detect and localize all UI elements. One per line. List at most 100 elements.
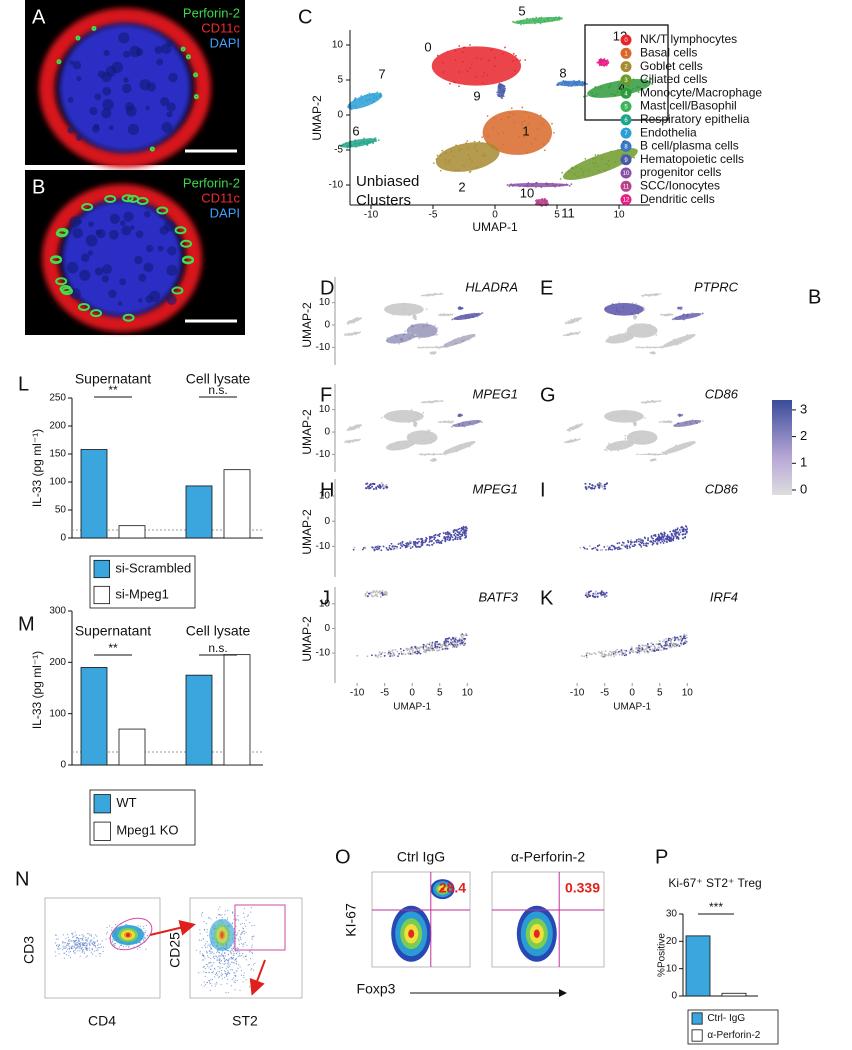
event-dot — [93, 950, 95, 952]
event-dot — [62, 941, 64, 943]
cell-dot — [685, 314, 688, 317]
cell-dot — [527, 181, 530, 184]
cluster-number: 6 — [352, 123, 359, 138]
cell-dot — [365, 487, 368, 490]
cluster-number: 10 — [520, 185, 534, 200]
cell-dot — [602, 591, 605, 594]
event-dot — [70, 940, 72, 942]
cell-dot — [434, 642, 437, 645]
event-dot — [88, 947, 90, 949]
event-dot — [242, 981, 244, 983]
cell-dot — [425, 646, 428, 649]
cell-dot — [380, 549, 383, 552]
cell-dot — [649, 294, 651, 297]
cell-dot — [626, 547, 629, 550]
cell-dot — [410, 324, 413, 326]
cell-dot — [546, 17, 549, 20]
cell-dot — [457, 71, 460, 73]
cell-dot — [448, 82, 451, 85]
cell-dot — [574, 332, 577, 335]
event-dot — [224, 971, 227, 973]
panel-letter: L — [18, 373, 29, 395]
event-dot — [204, 983, 207, 986]
y-tick-label: 0 — [60, 760, 66, 771]
y-tick-label: 10 — [332, 40, 344, 51]
cell-dot — [345, 142, 347, 144]
cell-dot — [371, 595, 374, 598]
event-dot — [68, 943, 70, 945]
cell-dot — [659, 400, 662, 403]
event-dot — [58, 953, 60, 955]
cell-dot — [679, 414, 682, 417]
event-dot — [223, 970, 225, 972]
cell-dot — [464, 317, 467, 319]
cell-dot — [522, 135, 525, 138]
cell-dot — [647, 644, 649, 647]
cell-dot — [375, 548, 378, 550]
y-tick-label: 0 — [324, 427, 330, 438]
cell-dot — [544, 199, 547, 202]
cell-dot — [391, 654, 394, 657]
cell-dot — [631, 541, 633, 544]
cell-dot — [538, 17, 541, 19]
cell-dot — [454, 640, 457, 643]
cell-dot — [454, 59, 457, 62]
cell-dot — [446, 538, 449, 541]
cell-dot — [364, 94, 366, 97]
cell-dot — [399, 418, 402, 421]
cell-dot — [456, 538, 459, 541]
cell-dot — [453, 534, 456, 537]
event-dot — [224, 962, 227, 964]
cell-dot — [459, 535, 462, 538]
cell-dot — [646, 647, 649, 650]
cell-dot — [447, 640, 450, 643]
cell-dot — [627, 541, 630, 544]
event-dot — [91, 942, 93, 944]
cell-dot — [632, 421, 635, 424]
cell-dot — [679, 316, 682, 318]
event-dot — [94, 934, 97, 936]
cluster — [673, 313, 702, 320]
y-tick-label: 50 — [55, 505, 67, 516]
cell-dot — [506, 184, 509, 186]
cell-dot — [635, 415, 638, 418]
event-dot — [239, 937, 242, 939]
cell-dot — [667, 639, 670, 642]
legend-dot — [620, 101, 632, 112]
event-dot — [219, 966, 221, 969]
nucleus-texture — [81, 253, 90, 262]
y-axis-label: CD25 — [167, 932, 183, 968]
cell-dot — [620, 548, 623, 550]
event-dot — [251, 936, 253, 938]
cell-dot — [671, 534, 674, 537]
cell-dot — [351, 334, 353, 336]
cell-dot — [601, 548, 604, 551]
event-dot — [73, 941, 75, 943]
cell-dot — [629, 546, 631, 549]
cell-dot — [457, 536, 459, 539]
cluster — [442, 334, 476, 348]
cell-dot — [636, 307, 639, 310]
cell-dot — [418, 337, 421, 340]
event-dot — [145, 930, 147, 932]
cell-dot — [679, 413, 681, 416]
y-tick-label: 100 — [49, 477, 66, 488]
cell-dot — [585, 592, 588, 595]
cell-dot — [589, 590, 592, 593]
cell-dot — [368, 92, 371, 95]
cell-dot — [417, 538, 420, 541]
cluster-number: 4 — [618, 79, 625, 94]
cell-dot — [638, 646, 641, 649]
event-dot — [214, 973, 217, 976]
cell-dot — [676, 422, 679, 425]
cell-dot — [651, 541, 654, 544]
y-tick-label: 200 — [49, 421, 66, 432]
cell-dot — [463, 639, 466, 642]
y-tick-label: 100 — [49, 708, 66, 719]
cell-dot — [614, 442, 616, 445]
event-dot — [211, 952, 213, 954]
cell-dot — [392, 313, 395, 316]
cell-dot — [520, 123, 523, 126]
cell-dot — [604, 487, 607, 490]
cell-dot — [449, 538, 452, 541]
